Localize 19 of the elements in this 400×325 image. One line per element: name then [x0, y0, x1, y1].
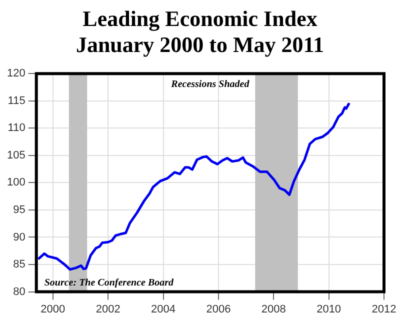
y-tick-label: 80: [13, 286, 26, 298]
x-tick-label: 2012: [372, 303, 396, 316]
annotation: Recessions Shaded: [170, 79, 250, 90]
y-tick-label: 120: [6, 68, 26, 80]
x-tick-label: 2000: [40, 303, 66, 316]
y-tick-label: 110: [8, 122, 26, 134]
annotation: Source: The Conference Board: [44, 277, 175, 288]
x-tick-label: 2010: [316, 303, 342, 316]
x-tick-label: 2008: [261, 303, 286, 316]
chart-title: Leading Economic Index January 2000 to May 2011: [74, 5, 326, 59]
x-tick-label: 2006: [206, 303, 231, 316]
y-tick-label: 115: [8, 94, 26, 107]
y-tick-label: 85: [13, 258, 26, 271]
x-tick-label: 2004: [151, 303, 176, 316]
x-tick-label: 2002: [96, 303, 120, 316]
y-tick-label: 105: [6, 149, 26, 162]
y-tick-label: 95: [13, 204, 26, 216]
y-tick-label: 90: [13, 231, 26, 244]
y-tick-label: 100: [6, 176, 26, 189]
